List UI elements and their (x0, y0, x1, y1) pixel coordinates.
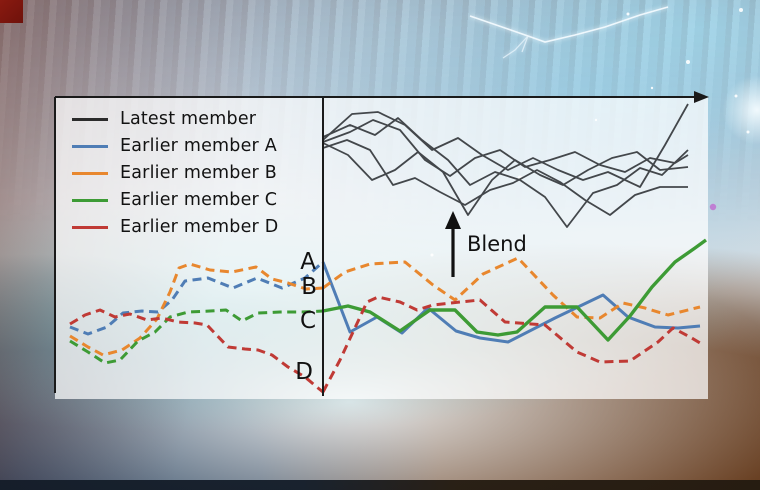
series-before-earlier-member-d (69, 308, 324, 394)
star-dot (734, 94, 738, 98)
star-dot (686, 60, 690, 64)
legend-item-label: Earlier member C (120, 190, 278, 210)
legend-line-swatch (72, 225, 108, 229)
blend-line-blend-line-4 (322, 139, 688, 216)
member-lines (69, 238, 707, 394)
legend-item-label: Earlier member B (120, 163, 277, 183)
level-label-c: C (300, 308, 316, 334)
legend-item-earlier-member-c: Earlier member C (72, 189, 278, 211)
legend-item-label: Earlier member A (120, 136, 277, 156)
star-dot (746, 130, 750, 134)
blend-line-blend-line-5 (322, 119, 689, 177)
sky-decor (430, 6, 750, 257)
series-before-earlier-member-c (69, 308, 324, 365)
blend-line-latest-member (322, 103, 689, 188)
chart-legend: Latest member Earlier member A Earlier m… (72, 108, 278, 238)
star-dot (650, 86, 654, 90)
corner-red-square (0, 0, 23, 23)
plot-panel (55, 97, 708, 399)
axes (54, 91, 709, 396)
time-axis-arrowhead-icon (694, 91, 709, 103)
legend-item-earlier-member-d: Earlier member D (72, 216, 278, 238)
legend-line-swatch (72, 171, 108, 175)
blend-label: Blend (467, 232, 527, 256)
lightning-branch-icon (502, 35, 529, 59)
blend-arrow-head-icon (445, 211, 461, 229)
level-label-a: A (300, 249, 316, 275)
star-dot (626, 12, 630, 16)
legend-line-swatch (72, 144, 108, 148)
legend-item-earlier-member-b: Earlier member B (72, 162, 278, 184)
legend-line-swatch (72, 198, 108, 202)
blend-ensemble-lines (322, 103, 689, 228)
legend-item-label: Latest member (120, 109, 257, 129)
background-bottom-strip (0, 480, 760, 490)
blend-line-blend-line-2 (322, 117, 689, 228)
level-label-d: D (295, 359, 313, 385)
series-before-earlier-member-a (69, 260, 324, 336)
series-before-earlier-member-b (69, 262, 324, 357)
series-after-earlier-member-c (322, 238, 707, 342)
series-after-earlier-member-d (321, 295, 701, 393)
level-label-b: B (301, 274, 317, 300)
lightning-bolt-icon (469, 6, 669, 43)
legend-item-latest-member: Latest member (72, 108, 278, 130)
star-dot (739, 8, 743, 12)
legend-line-swatch (72, 117, 108, 121)
legend-item-label: Earlier member D (120, 217, 279, 237)
magenta-spot (709, 203, 717, 211)
blend-line-blend-line-3 (322, 142, 689, 216)
legend-item-earlier-member-a: Earlier member A (72, 135, 278, 157)
